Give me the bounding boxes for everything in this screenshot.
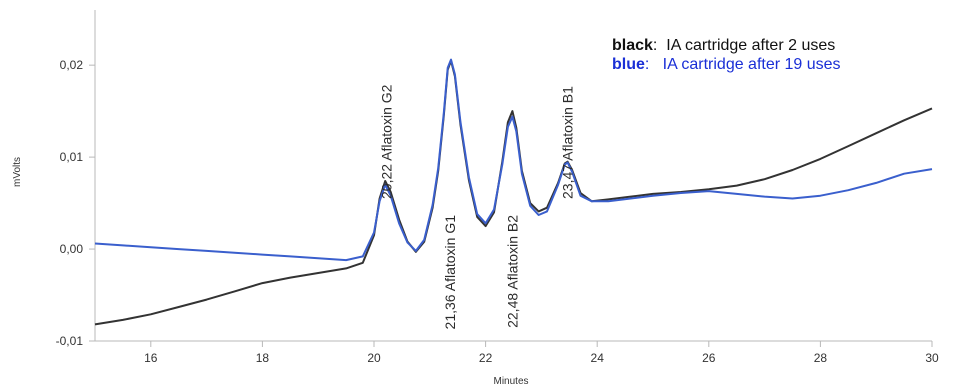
x-tick-label: 18 xyxy=(256,351,270,365)
legend-sep-black: : xyxy=(652,37,658,54)
peak-name: Aflatoxin G1 xyxy=(442,215,458,291)
peak-name: Aflatoxin G2 xyxy=(378,84,394,160)
x-axis-title: Minutes xyxy=(493,376,528,387)
peak-name: Aflatoxin B1 xyxy=(560,86,576,161)
legend: black: IA cartridge after 2 uses blue: I… xyxy=(612,36,841,74)
x-tick-label: 28 xyxy=(814,351,828,365)
x-tick-label: 26 xyxy=(702,351,716,365)
legend-entry-blue: blue: IA cartridge after 19 uses xyxy=(612,55,841,74)
x-tick-label: 24 xyxy=(591,351,605,365)
x-ticks: 16 18 20 22 24 26 28 30 xyxy=(144,341,939,365)
legend-text-blue: IA cartridge after 19 uses xyxy=(649,56,841,73)
legend-sep-blue: : xyxy=(644,56,650,73)
x-tick-label: 20 xyxy=(367,351,381,365)
legend-entry-black: black: IA cartridge after 2 uses xyxy=(612,36,841,55)
x-tick-label: 30 xyxy=(925,351,939,365)
series-line-black xyxy=(94,59,933,326)
peak-label: 22,48 Aflatoxin B2 xyxy=(504,215,520,328)
y-tick-label: -0,01 xyxy=(56,334,84,348)
x-tick-label: 16 xyxy=(144,351,158,365)
peak-label: 23,47 Aflatoxin B1 xyxy=(560,86,576,199)
y-ticks: 0,02 0,01 0,00 -0,01 xyxy=(56,58,95,348)
peak-label: 20,22 Aflatoxin G2 xyxy=(378,84,394,199)
series-layer xyxy=(94,58,933,326)
legend-text-black: IA cartridge after 2 uses xyxy=(657,37,836,54)
peak-time: 22,48 xyxy=(504,293,520,328)
series-line-blue xyxy=(94,58,933,262)
y-axis-title: mVolts xyxy=(12,157,23,187)
y-tick-label: 0,02 xyxy=(60,58,84,72)
legend-key-black: black xyxy=(612,37,653,54)
peak-time: 21,36 xyxy=(442,294,458,329)
legend-key-blue: blue xyxy=(612,56,645,73)
peak-name: Aflatoxin B2 xyxy=(504,215,520,290)
y-tick-label: 0,01 xyxy=(60,150,84,164)
y-tick-label: 0,00 xyxy=(60,242,84,256)
x-tick-label: 22 xyxy=(479,351,493,365)
peak-label: 21,36 Aflatoxin G1 xyxy=(442,215,458,330)
peak-time: 20,22 xyxy=(378,164,394,199)
peak-labels: 20,22 Aflatoxin G2 21,36 Aflatoxin G1 22,4… xyxy=(378,84,575,329)
peak-time: 23,47 xyxy=(560,164,576,199)
